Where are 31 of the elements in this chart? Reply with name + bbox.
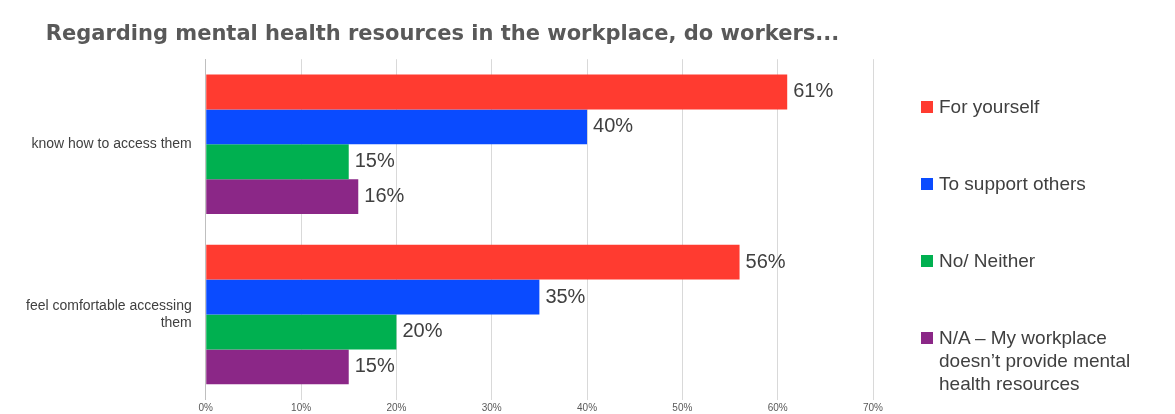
x-tick-label: 30% [481,402,502,414]
y-tick-label: feel comfortable accessing them [25,296,192,330]
bar [206,109,588,145]
bar [206,74,788,110]
legend-label: N/A – My workplace doesn’t provide mental health resources [939,326,1132,395]
data-label: 61% [793,79,834,102]
legend-label: No/ Neither [939,249,1036,272]
data-label: 40% [593,114,634,137]
bar [206,279,540,315]
x-tick-label: 20% [386,402,407,414]
data-label: 56% [745,249,786,272]
bar [206,179,359,215]
data-label: 16% [364,184,405,207]
bar [206,349,349,385]
x-tick-label: 60% [767,402,788,414]
y-tick-label: know how to access them [31,135,192,152]
chart-title: Regarding mental health resources in the workplace, do workers... [45,21,840,46]
data-label: 15% [354,149,395,172]
x-tick-label: 0% [198,402,214,414]
x-tick-label: 10% [291,402,312,414]
data-label: 20% [402,319,443,342]
x-tick-label: 40% [577,402,598,414]
legend-label: For yourself [939,95,1040,118]
bar [206,144,349,180]
legend-label: To support others [939,172,1086,195]
bar [206,244,740,280]
data-label: 35% [545,284,586,307]
data-label: 15% [354,354,395,377]
x-tick-label: 50% [672,402,693,414]
bar [206,314,397,350]
x-tick-label: 70% [862,402,884,414]
